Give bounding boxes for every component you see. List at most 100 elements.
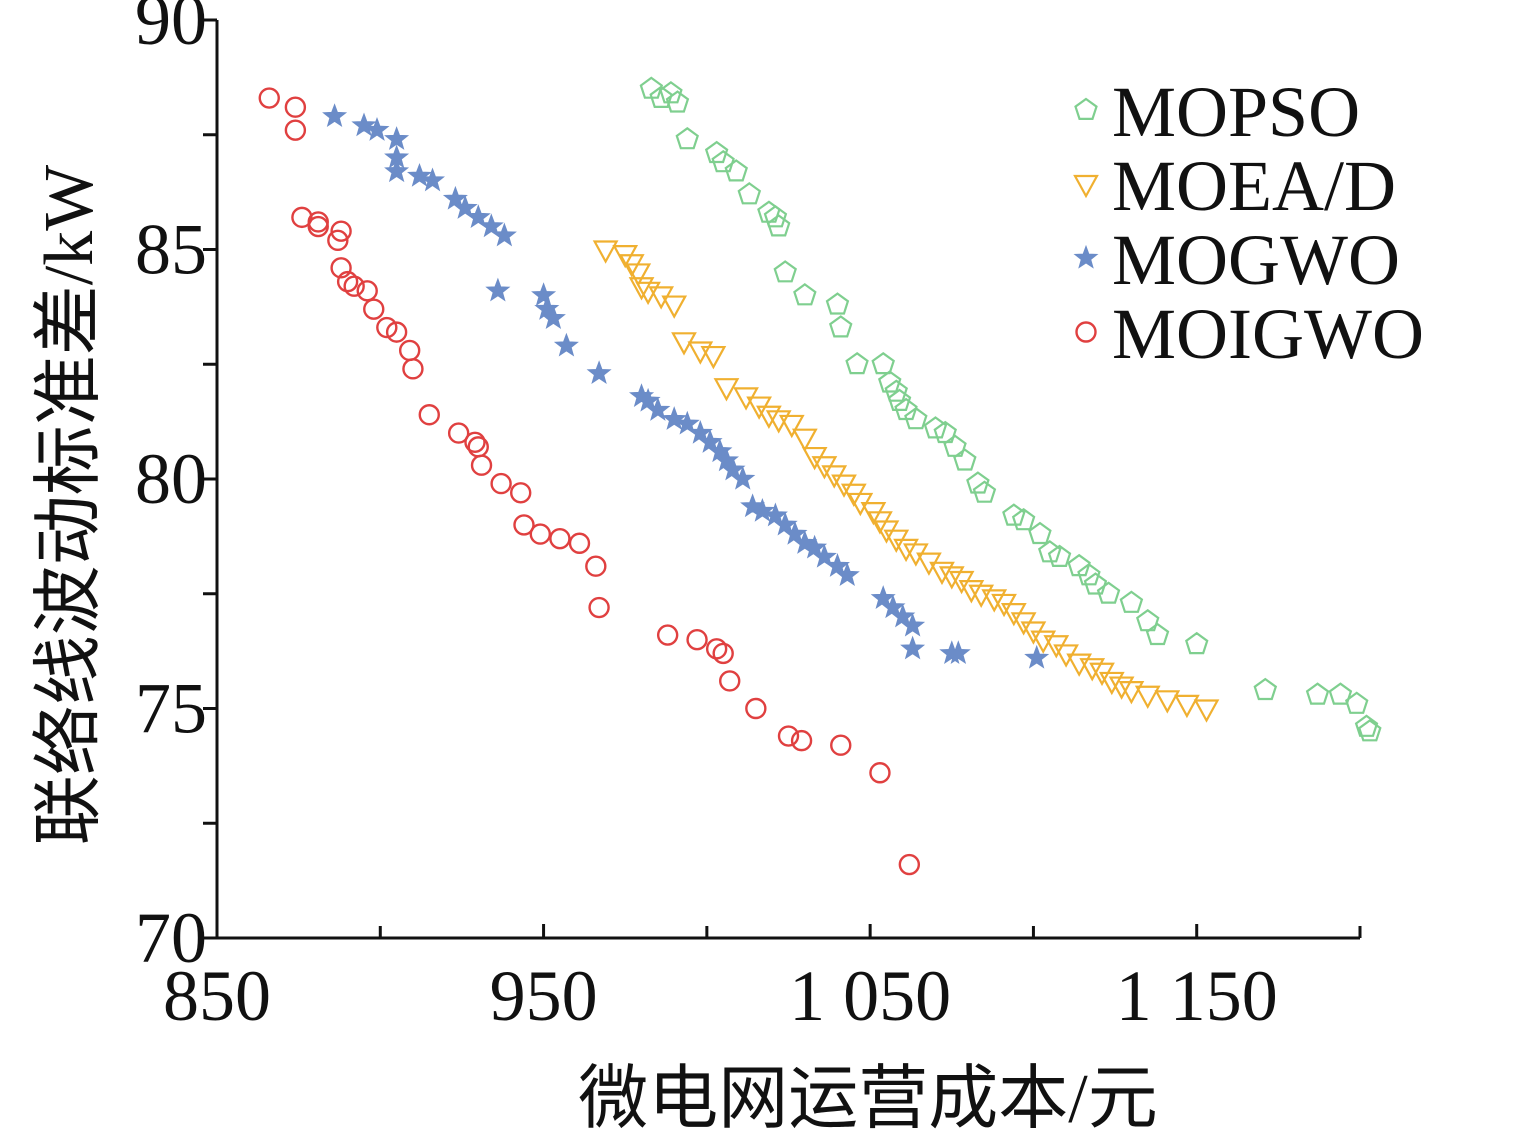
data-point <box>898 853 921 876</box>
data-point <box>972 480 997 503</box>
data-point <box>773 260 797 283</box>
data-point <box>398 339 421 362</box>
y-tick-label: 85 <box>135 210 207 290</box>
data-point <box>929 561 955 586</box>
data-point <box>1077 563 1101 586</box>
x-tick-label: 950 <box>490 956 598 1036</box>
data-point <box>777 725 800 747</box>
data-point <box>756 405 782 430</box>
data-point <box>1024 644 1050 669</box>
data-point <box>724 159 748 182</box>
data-point <box>811 543 837 568</box>
data-point <box>491 222 517 247</box>
data-point <box>1345 691 1369 714</box>
data-point <box>720 456 746 481</box>
data-point <box>1185 631 1209 655</box>
data-point <box>704 140 729 164</box>
data-point <box>452 195 478 219</box>
data-point <box>1154 690 1181 714</box>
data-point <box>485 277 511 302</box>
series-mopso <box>639 76 1382 742</box>
data-point <box>825 292 850 315</box>
data-point <box>384 126 410 150</box>
data-point <box>1253 677 1278 701</box>
data-point <box>585 555 607 577</box>
axes-layer <box>203 18 1362 940</box>
data-point <box>1119 590 1144 613</box>
data-point <box>697 429 723 453</box>
data-point <box>730 465 756 490</box>
y-axis-title: 联络线波动标准差/kW <box>31 165 108 846</box>
data-points-layer <box>258 76 1382 876</box>
data-point <box>1096 581 1121 604</box>
data-point <box>464 431 486 453</box>
data-point <box>1328 682 1353 705</box>
x-tick-label: 1 050 <box>789 956 951 1036</box>
data-point <box>884 379 908 402</box>
data-point <box>327 229 349 252</box>
data-point <box>284 96 307 118</box>
data-point <box>478 213 504 238</box>
legend-label: MOIGWO <box>1112 294 1424 374</box>
legend-label: MOPSO <box>1112 72 1360 152</box>
data-point <box>376 316 398 339</box>
data-point <box>467 436 489 458</box>
data-point <box>1358 719 1382 742</box>
data-point <box>830 734 852 756</box>
data-point <box>322 103 348 128</box>
data-point <box>442 185 468 210</box>
data-point <box>540 305 566 330</box>
data-point <box>343 275 365 297</box>
series-mogwo <box>322 103 1050 669</box>
data-point <box>490 472 512 495</box>
data-point <box>1028 521 1052 545</box>
data-point <box>981 589 1008 613</box>
data-point <box>1118 681 1145 705</box>
data-point <box>513 514 535 536</box>
data-point <box>402 358 424 380</box>
data-point <box>712 642 734 665</box>
data-point <box>364 117 390 141</box>
data-point <box>1047 544 1072 568</box>
data-point <box>659 81 683 104</box>
legend-marker <box>1073 174 1099 199</box>
data-point <box>1108 676 1135 700</box>
legend-label: MOGWO <box>1112 220 1400 300</box>
data-point <box>900 635 926 660</box>
data-point <box>762 502 788 527</box>
data-point <box>790 729 813 752</box>
data-point <box>592 240 619 264</box>
data-point <box>745 697 767 720</box>
data-point <box>893 538 919 563</box>
data-point <box>291 206 313 229</box>
data-point <box>880 594 906 619</box>
data-point <box>675 126 699 150</box>
data-point <box>418 404 440 426</box>
data-point <box>829 315 853 338</box>
legend-marker <box>1075 321 1097 343</box>
data-point <box>793 283 817 306</box>
data-point <box>1083 572 1108 595</box>
data-point <box>510 482 532 504</box>
data-point <box>869 762 891 784</box>
data-point <box>890 603 916 628</box>
legend-label: MOEA/D <box>1112 146 1396 226</box>
data-point <box>719 670 741 692</box>
data-point <box>953 448 977 471</box>
data-point <box>625 263 652 287</box>
y-tick-label: 70 <box>135 898 207 978</box>
data-point <box>384 158 410 183</box>
data-point <box>419 167 445 192</box>
data-point <box>661 406 687 430</box>
data-point <box>385 321 408 343</box>
data-point <box>1145 622 1170 646</box>
data-point <box>878 370 902 393</box>
data-point <box>336 270 359 293</box>
data-point <box>900 612 926 637</box>
data-point <box>1305 682 1330 705</box>
data-point <box>656 624 679 646</box>
data-point <box>588 596 610 619</box>
data-point <box>1079 658 1106 682</box>
